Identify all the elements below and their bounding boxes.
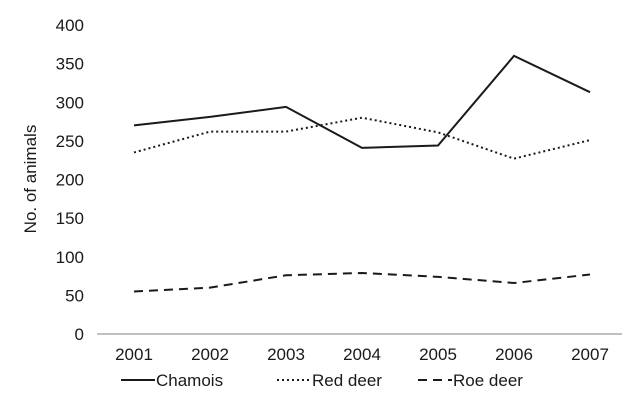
y-tick-label: 0: [75, 325, 84, 344]
series-lines: [133, 54, 591, 293]
x-tick-label: 2001: [115, 345, 153, 364]
x-tick-label: 2003: [267, 345, 305, 364]
legend-label-chamois: Chamois: [156, 371, 223, 390]
y-tick-label: 350: [56, 55, 84, 74]
y-tick-label: 400: [56, 16, 84, 35]
y-tick-label: 200: [56, 171, 84, 190]
legend-label-roe-deer: Roe deer: [453, 371, 523, 390]
series-line-red-deer: [133, 116, 591, 160]
y-axis-ticks: 0 50 100 150 200 250 300 350 400: [56, 16, 84, 344]
x-tick-label: 2004: [343, 345, 381, 364]
legend-label-red-deer: Red deer: [312, 371, 382, 390]
y-tick-label: 50: [65, 286, 84, 305]
y-tick-label: 100: [56, 248, 84, 267]
y-tick-label: 250: [56, 132, 84, 151]
y-axis-title: No. of animals: [21, 125, 40, 234]
legend: Chamois Red deer Roe deer: [121, 371, 523, 390]
x-axis-ticks: 2001 2002 2003 2004 2005 2006 2007: [115, 345, 609, 364]
y-tick-label: 150: [56, 209, 84, 228]
series-line-roe-deer: [133, 271, 591, 293]
x-tick-label: 2005: [419, 345, 457, 364]
x-tick-label: 2007: [571, 345, 609, 364]
x-tick-label: 2006: [495, 345, 533, 364]
x-tick-label: 2002: [191, 345, 229, 364]
y-tick-label: 300: [56, 93, 84, 112]
series-line-chamois: [133, 54, 591, 149]
